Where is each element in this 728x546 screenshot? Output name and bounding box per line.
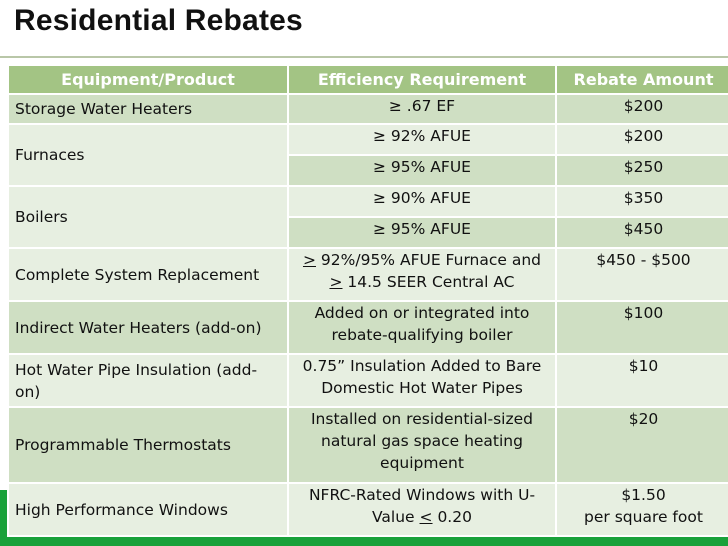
le-symbol: < <box>419 508 433 526</box>
amount-unit: per square foot <box>584 508 703 526</box>
amount-cell: $1.50 per square foot <box>555 482 728 537</box>
requirement-value: 0.20 <box>432 508 472 526</box>
requirement-text: 92%/95% AFUE Furnace and <box>315 251 542 269</box>
amount-cell: $200 <box>555 123 728 156</box>
equipment-cell: Storage Water Heaters <box>7 93 289 125</box>
header-efficiency: Efficiency Requirement <box>287 64 557 95</box>
table-row: ≥ 95% AFUE $450 <box>8 216 728 249</box>
requirement-text: NFRC-Rated Windows with U-Value <box>308 486 536 526</box>
title-divider <box>0 56 728 58</box>
amount-cell: $450 - $500 <box>555 247 728 302</box>
amount-cell: $350 <box>555 185 728 218</box>
amount-value: $1.50 <box>621 486 666 504</box>
equipment-cell: High Performance Windows <box>7 482 289 537</box>
requirement-cell: ≥ 92% AFUE <box>287 123 557 156</box>
requirement-cell: ≥ 90% AFUE <box>287 185 557 218</box>
amount-cell: $200 <box>555 93 728 125</box>
header-rebate: Rebate Amount <box>555 64 728 95</box>
table-row: Boilers ≥ 90% AFUE $350 <box>7 185 728 249</box>
table-row: Programmable Thermostats Installed on re… <box>7 406 728 484</box>
table-header-row: Equipment/Product Efficiency Requirement… <box>7 64 728 95</box>
table-row: Complete System Replacement > 92%/95% AF… <box>7 247 728 302</box>
requirement-cell: 0.75” Insulation Added to Bare Domestic … <box>287 353 557 408</box>
requirement-cell: ≥ .67 EF <box>287 93 557 125</box>
table-row: Indirect Water Heaters (add-on) Added on… <box>7 300 728 355</box>
amount-cell: $100 <box>555 300 728 355</box>
requirement-cell: ≥ 95% AFUE <box>287 216 557 249</box>
equipment-cell: Hot Water Pipe Insulation (add-on) <box>7 353 289 408</box>
requirement-text: 14.5 SEER Central AC <box>342 273 515 291</box>
requirement-cell: ≥ 95% AFUE <box>287 154 557 187</box>
table-row: Furnaces ≥ 92% AFUE $200 <box>7 123 728 187</box>
requirement-cell: Installed on residential-sized natural g… <box>287 406 557 484</box>
ge-symbol: > <box>329 273 343 291</box>
requirement-cell: > 92%/95% AFUE Furnace and > 14.5 SEER C… <box>287 247 557 302</box>
table-row: ≥ 95% AFUE $250 <box>8 154 728 187</box>
amount-cell: $10 <box>555 353 728 408</box>
amount-cell: $20 <box>555 406 728 484</box>
equipment-cell: Indirect Water Heaters (add-on) <box>7 300 289 355</box>
requirement-cell: NFRC-Rated Windows with U-Value < 0.20 <box>287 482 557 537</box>
ge-symbol: > <box>302 251 316 269</box>
table-row: High Performance Windows NFRC-Rated Wind… <box>7 482 728 537</box>
rebates-table: Equipment/Product Efficiency Requirement… <box>7 64 728 537</box>
equipment-cell: Programmable Thermostats <box>7 406 289 484</box>
equipment-cell: Furnaces <box>7 123 289 187</box>
page-title: Residential Rebates <box>14 4 303 37</box>
equipment-cell: Complete System Replacement <box>7 247 289 302</box>
requirement-cell: Added on or integrated into rebate-quali… <box>287 300 557 355</box>
equipment-cell: Boilers <box>7 185 289 249</box>
table-row: Hot Water Pipe Insulation (add-on) 0.75”… <box>7 353 728 408</box>
amount-cell: $250 <box>555 154 728 187</box>
table-row: Storage Water Heaters ≥ .67 EF $200 <box>7 93 728 125</box>
amount-cell: $450 <box>555 216 728 249</box>
header-equipment: Equipment/Product <box>7 64 289 95</box>
